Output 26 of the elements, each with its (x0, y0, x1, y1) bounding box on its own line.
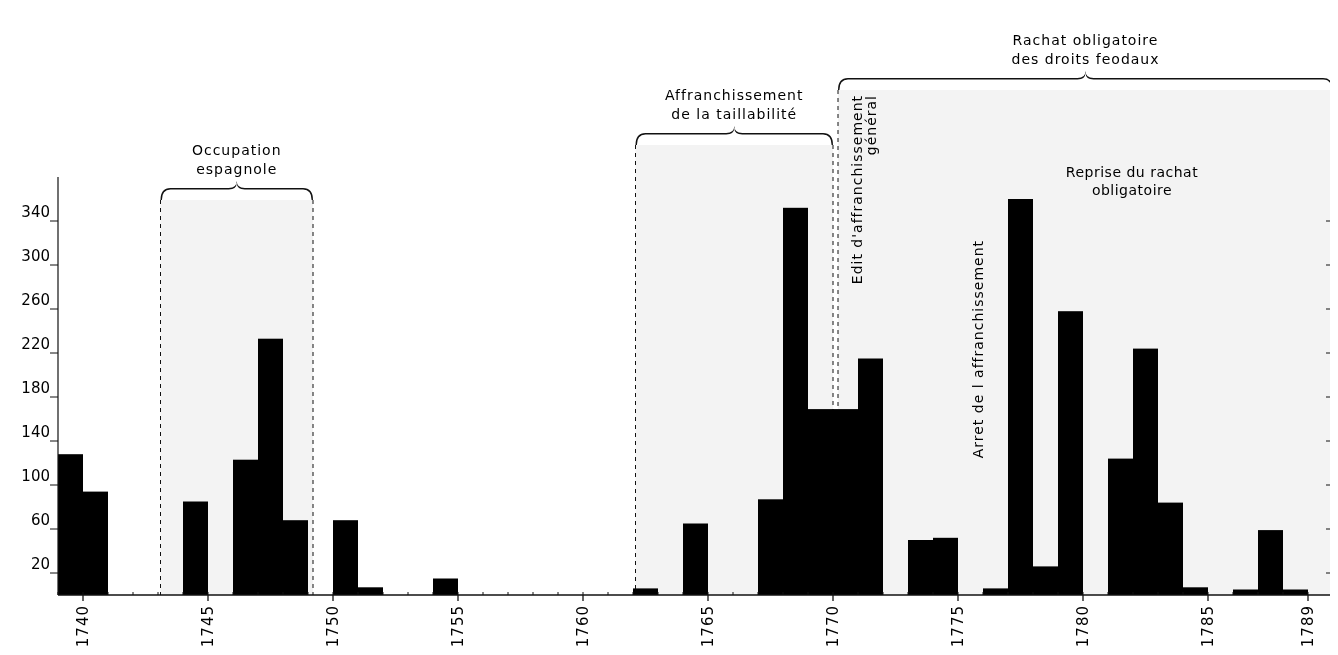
x-tick-label: 1785 (1198, 605, 1217, 648)
x-tick-label: 1775 (948, 605, 967, 648)
annotation: Edit d'affranchissement général (849, 95, 879, 285)
y-tick-label: 180 (21, 379, 50, 397)
y-tick-label: 20 (30, 555, 50, 573)
x-tick-label: 1740 (73, 605, 92, 648)
y-tick-label: 300 (21, 247, 50, 265)
y-tick-label: 260 (21, 291, 50, 309)
x-tick-label: 1789 (1298, 605, 1317, 648)
annotation: Reprise du rachat obligatoire (1065, 164, 1199, 198)
y-tick-label: 340 (21, 203, 50, 221)
band-label: Rachat obligatoire des droits feodaux (1011, 32, 1160, 67)
x-tick-label: 1765 (698, 605, 717, 648)
x-tick-label: 1770 (823, 605, 842, 648)
x-tick-label: 1760 (573, 605, 592, 648)
y-tick-label: 100 (21, 467, 50, 485)
y-tick-label: 140 (21, 423, 50, 441)
band-label: Affranchissement de la taillabilité (665, 87, 804, 122)
x-tick-label: 1750 (323, 605, 342, 648)
y-tick-label: 220 (21, 335, 50, 353)
annotation: Arret de l affranchissement (970, 240, 986, 459)
x-tick-label: 1780 (1073, 605, 1092, 648)
band-label: Occupation espagnole (191, 142, 282, 177)
y-tick-label: 60 (30, 511, 50, 529)
x-tick-label: 1745 (198, 605, 217, 648)
x-tick-label: 1755 (448, 605, 467, 648)
